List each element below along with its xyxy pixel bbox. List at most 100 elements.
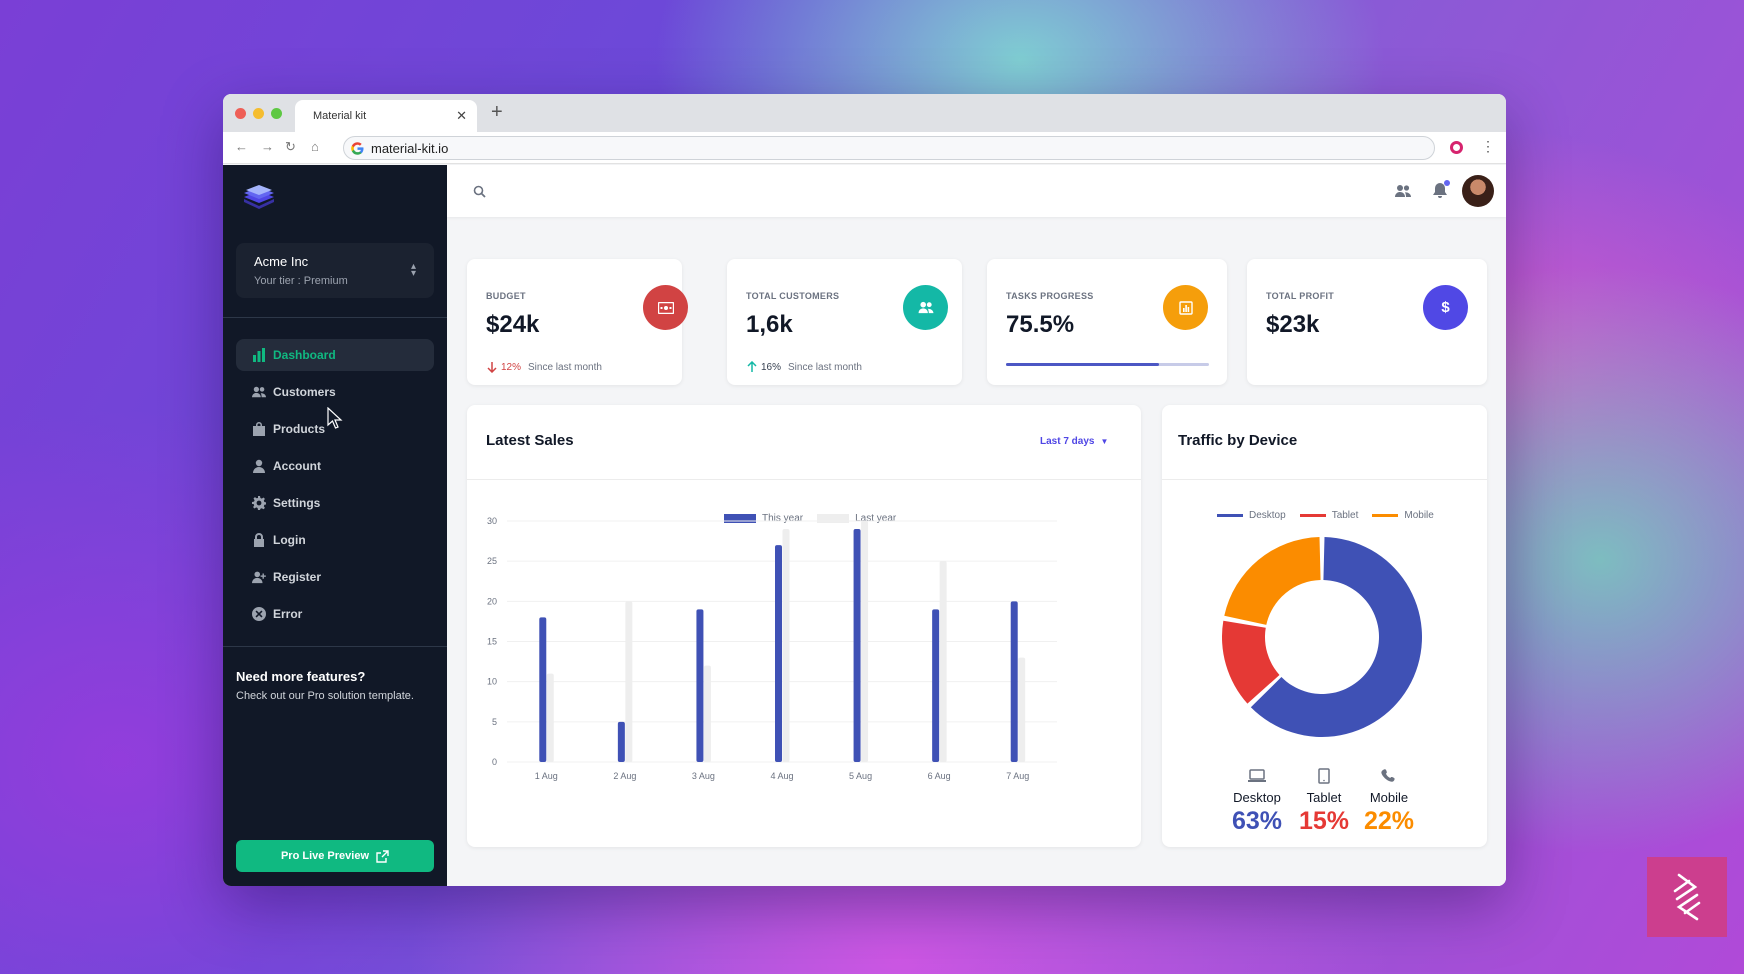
tablet-icon — [1318, 768, 1330, 784]
bar-last-year — [1018, 657, 1026, 762]
bell-icon[interactable] — [1432, 182, 1448, 199]
y-tick-label: 15 — [487, 637, 497, 647]
legend-tablet[interactable]: Tablet — [1299, 510, 1358, 521]
sidebar-item-label: Dashboard — [273, 348, 336, 362]
legend-label: Desktop — [1249, 510, 1286, 521]
tab-title: Material kit — [313, 110, 367, 122]
search-icon[interactable] — [473, 185, 486, 198]
x-tick-label: 3 Aug — [692, 771, 715, 781]
budget-card: BUDGET $24k 12% Since last month — [467, 259, 688, 385]
sidebar-item-dashboard[interactable]: Dashboard — [236, 339, 434, 371]
device-desktop: Desktop 63% — [1217, 768, 1297, 836]
tab-close-icon[interactable]: ✕ — [456, 108, 467, 123]
legend-desktop[interactable]: Desktop — [1217, 510, 1286, 521]
sidebar-item-settings[interactable]: Settings — [236, 487, 434, 519]
logo-icon[interactable] — [241, 185, 277, 220]
tasks-card: TASKS PROGRESS 75.5% — [987, 259, 1227, 385]
sidebar-nav: Dashboard Customers Products Account Set… — [236, 339, 434, 635]
browser-window: Material kit ✕ + ← → ↻ ⌂ material-kit.io… — [223, 94, 1506, 886]
tasks-label: TASKS PROGRESS — [1006, 291, 1094, 301]
profit-card: TOTAL PROFIT $23k $ — [1247, 259, 1487, 385]
sidebar-item-products[interactable]: Products — [236, 413, 434, 445]
bar-last-year — [861, 521, 869, 762]
tasks-icon-badge — [1163, 285, 1208, 330]
org-tier: Your tier : Premium — [254, 275, 348, 287]
customers-label: TOTAL CUSTOMERS — [746, 291, 840, 301]
device-mobile: Mobile 22% — [1349, 768, 1429, 836]
minimize-window-button[interactable] — [253, 108, 264, 119]
user-add-icon — [252, 571, 266, 584]
bar-this-year — [696, 609, 704, 762]
traffic-card: Traffic by Device Desktop Tablet Mobile — [1162, 405, 1487, 847]
legend-swatch — [817, 514, 850, 523]
legend-swatch — [1217, 514, 1243, 517]
lock-icon — [254, 533, 264, 547]
legend-swatch — [724, 514, 756, 523]
opera-extension-icon[interactable] — [1450, 141, 1463, 154]
y-tick-label: 20 — [487, 596, 497, 606]
bar-this-year — [932, 609, 940, 762]
bar-last-year — [939, 561, 947, 762]
maximize-window-button[interactable] — [271, 108, 282, 119]
profit-label: TOTAL PROFIT — [1266, 291, 1335, 301]
device-pct: 22% — [1363, 807, 1415, 835]
sidebar-item-label: Error — [273, 607, 303, 621]
reload-icon[interactable]: ↻ — [285, 139, 296, 154]
legend-mobile[interactable]: Mobile — [1372, 510, 1434, 521]
sidebar-item-register[interactable]: Register — [236, 561, 434, 593]
sidebar-item-label: Products — [273, 422, 326, 436]
budget-label: BUDGET — [486, 291, 526, 301]
sidebar-item-account[interactable]: Account — [236, 450, 434, 482]
url-text: material-kit.io — [371, 140, 449, 156]
y-tick-label: 10 — [487, 677, 497, 687]
sidebar: Acme Inc Your tier : Premium ▴ ▾ Dashboar… — [223, 165, 447, 886]
sidebar-item-label: Login — [273, 533, 306, 547]
money-icon — [657, 301, 674, 314]
sidebar-item-login[interactable]: Login — [236, 524, 434, 556]
close-window-button[interactable] — [235, 108, 246, 119]
back-icon[interactable]: ← — [235, 139, 248, 154]
brand-logo-icon — [1647, 857, 1727, 937]
legend-swatch — [1299, 514, 1326, 517]
x-tick-label: 7 Aug — [1006, 771, 1029, 781]
legend-this-year[interactable]: This year — [724, 513, 803, 524]
cog-icon — [252, 496, 266, 510]
budget-since: Since last month — [528, 361, 602, 373]
shopping-bag-icon — [253, 422, 265, 436]
x-tick-label: 6 Aug — [928, 771, 951, 781]
forward-icon[interactable]: → — [261, 139, 274, 154]
pro-live-preview-button[interactable]: Pro Live Preview — [236, 840, 434, 872]
browser-tab[interactable]: Material kit ✕ — [295, 100, 477, 132]
sidebar-item-label: Account — [273, 459, 321, 473]
card-divider — [467, 479, 1141, 480]
phone-icon — [1381, 769, 1395, 782]
customers-change: 16% — [761, 361, 782, 373]
legend-last-year[interactable]: Last year — [817, 513, 896, 524]
sidebar-item-error[interactable]: Error — [236, 598, 434, 630]
clipboard-chart-icon — [1178, 300, 1193, 315]
address-bar[interactable]: material-kit.io — [343, 136, 1435, 160]
budget-trend: 12% Since last month — [486, 361, 602, 373]
contacts-icon[interactable] — [1394, 184, 1412, 198]
browser-menu-icon[interactable]: ⋮ — [1481, 138, 1495, 154]
sales-legend: This year Last year — [724, 513, 910, 524]
sidebar-item-label: Settings — [273, 496, 321, 510]
home-icon[interactable]: ⌂ — [311, 139, 319, 154]
tasks-progress-bar — [1006, 363, 1209, 366]
legend-label: This year — [762, 513, 804, 524]
donut-slice-tablet — [1222, 620, 1280, 704]
x-tick-label: 2 Aug — [613, 771, 636, 781]
promo-subtitle: Check out our Pro solution template. — [236, 690, 414, 702]
donut-slice-desktop — [1250, 537, 1422, 737]
org-switcher[interactable]: Acme Inc Your tier : Premium ▴ ▾ — [236, 243, 434, 298]
avatar[interactable] — [1462, 175, 1494, 207]
sidebar-divider — [223, 317, 447, 318]
budget-change: 12% — [501, 361, 522, 373]
new-tab-icon[interactable]: + — [491, 101, 503, 123]
legend-swatch — [1372, 514, 1399, 517]
range-dropdown[interactable]: Last 7 days ▼ — [1040, 436, 1108, 447]
x-tick-label: 5 Aug — [849, 771, 872, 781]
device-pct: 15% — [1298, 807, 1350, 835]
caret-down-icon: ▼ — [1100, 437, 1109, 446]
sidebar-item-customers[interactable]: Customers — [236, 376, 434, 408]
